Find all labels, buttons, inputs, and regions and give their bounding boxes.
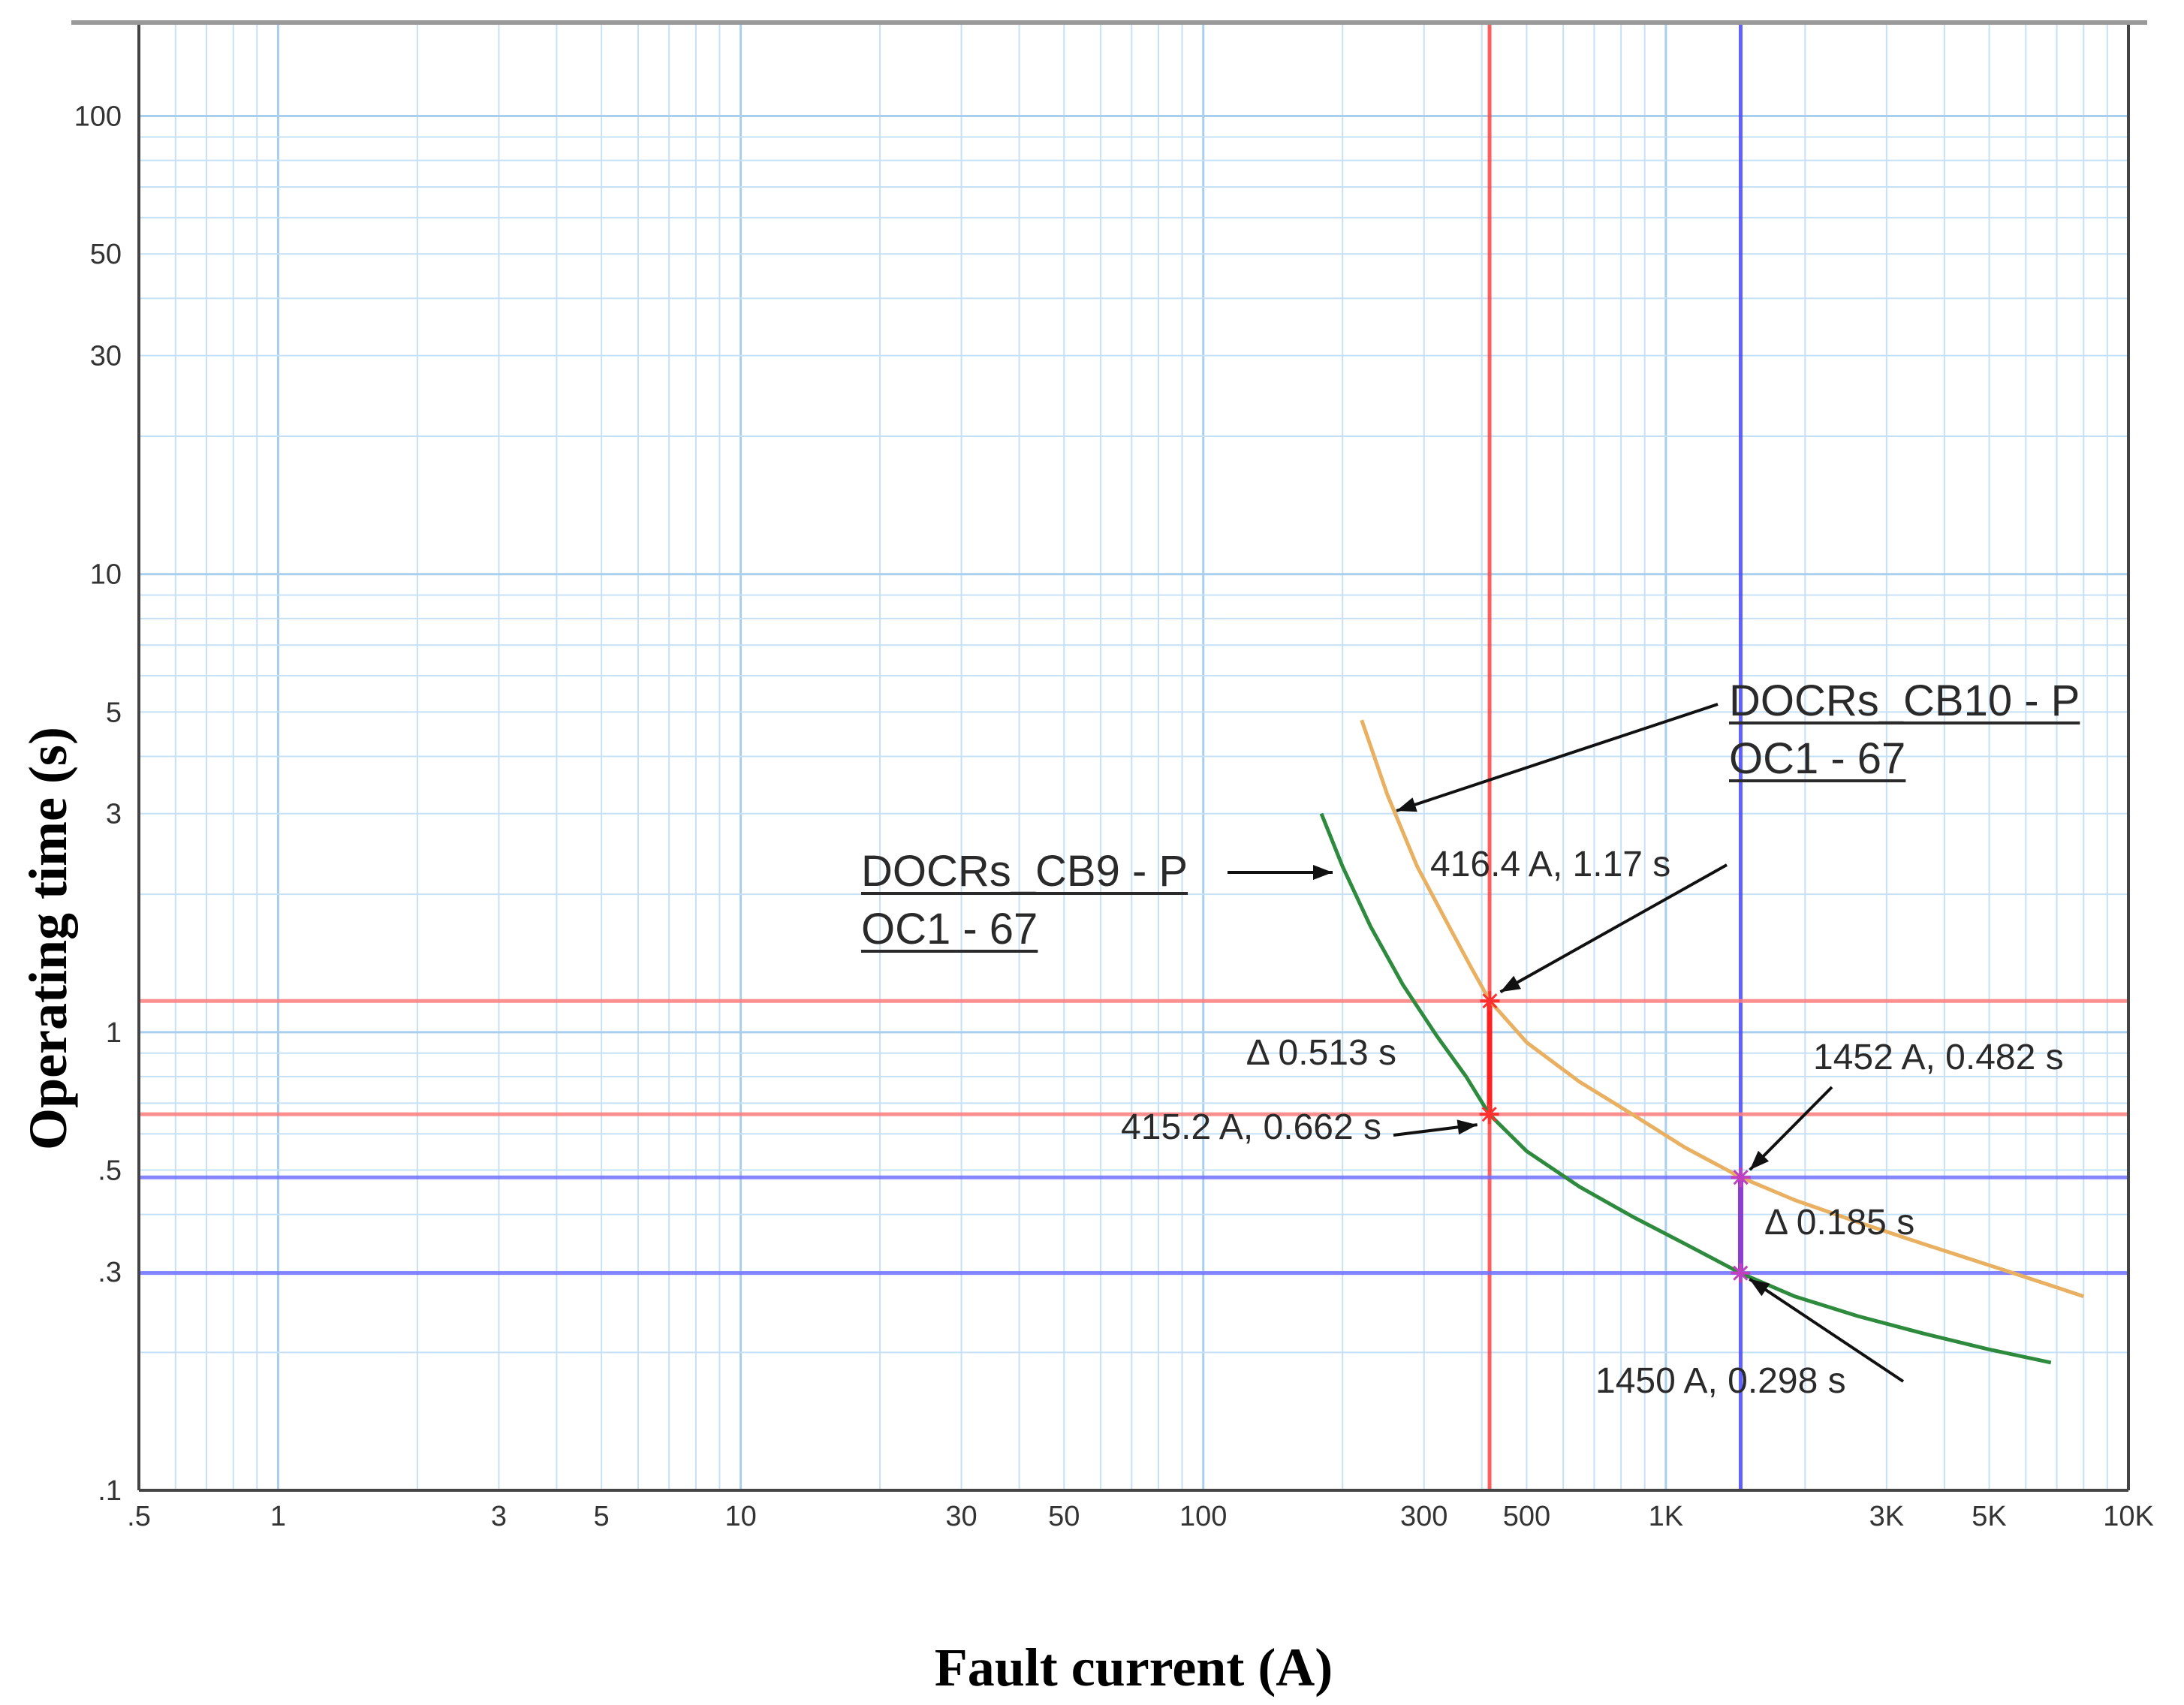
- series-annotation-cb10: DOCRs_CB10 - P: [1729, 676, 2080, 725]
- annotations: 416.4 A, 1.17 s 415.2 A, 0.662 s 1452 A, 0…: [861, 676, 2080, 1401]
- y-tick-label: 1: [106, 1017, 122, 1049]
- marker-arrow-head: [1457, 1119, 1478, 1135]
- x-tick-label: 300: [1400, 1501, 1447, 1532]
- x-tick-label: 30: [945, 1501, 977, 1532]
- x-tick-label: 1K: [1649, 1501, 1683, 1532]
- series-line-cb9: [1319, 812, 2052, 1365]
- series-annotation-cb9: DOCRs_CB9 - P: [861, 847, 1188, 896]
- series-annotation-cb10: OC1 - 67: [1729, 734, 1905, 783]
- annotation-arrow-cb10: [1396, 703, 1719, 812]
- y-tick-label: 30: [90, 341, 122, 372]
- x-tick-label: 3K: [1869, 1501, 1904, 1532]
- y-axis-title: Operating time (s): [18, 727, 78, 1150]
- plot-frame: [71, 20, 2147, 1492]
- marker-label: 415.2 A, 0.662 s: [1121, 1107, 1381, 1147]
- series-annotation-cb9: OC1 - 67: [861, 905, 1038, 953]
- delta-label: Δ 0.513 s: [1246, 1033, 1396, 1073]
- marker-label: 1452 A, 0.482 s: [1813, 1038, 2064, 1077]
- marker-cross: [1481, 1107, 1497, 1122]
- marker-cross: [1733, 1265, 1749, 1281]
- x-tick-label: 50: [1048, 1501, 1080, 1532]
- marker-arrow: [1499, 863, 1728, 993]
- annotation-arrow-cb9-head: [1313, 865, 1333, 880]
- marker-points: [1479, 991, 1751, 1283]
- marker-arrow-head: [1500, 975, 1521, 993]
- x-tick-label: 5K: [1972, 1501, 2006, 1532]
- y-tick-label: 10: [90, 559, 122, 591]
- x-tick-label: 5: [594, 1501, 610, 1532]
- x-tick-label: 10: [724, 1501, 756, 1532]
- marker-arrow-head: [1749, 1279, 1770, 1297]
- gridlines: [138, 23, 2130, 1492]
- y-tick-label: 3: [106, 799, 122, 830]
- y-tick-label: 100: [74, 101, 122, 133]
- x-tick-label: 1: [270, 1501, 286, 1532]
- series-line-cb10: [1360, 719, 2085, 1299]
- y-tick-label: .1: [98, 1475, 122, 1507]
- delta-label: Δ 0.185 s: [1764, 1203, 1914, 1243]
- y-tick-label: .3: [98, 1257, 122, 1288]
- x-tick-label: .5: [127, 1501, 151, 1532]
- x-tick-label: 3: [491, 1501, 507, 1532]
- series-curves: [1319, 719, 2085, 1365]
- marker-arrow-head: [1749, 1150, 1770, 1170]
- x-axis-title: Fault current (A): [935, 1637, 1333, 1697]
- x-tick-label: 500: [1503, 1501, 1550, 1532]
- x-tick-label: 10K: [2103, 1501, 2154, 1532]
- reference-lines: [139, 23, 2128, 1490]
- tick-labels: .5 1 3 5 10 30 50 100 300 500 1K 3K 5K 10K .1 .3 .5 1 3 5 10…: [74, 101, 2154, 1532]
- marker-label: 416.4 A, 1.17 s: [1430, 845, 1670, 884]
- y-tick-label: 50: [90, 239, 122, 270]
- marker-arrow: [1749, 1277, 1905, 1383]
- marker-label: 1450 A, 0.298 s: [1595, 1361, 1846, 1401]
- marker-cross: [1733, 1170, 1749, 1185]
- x-tick-label: 100: [1179, 1501, 1227, 1532]
- y-tick-label: 5: [106, 697, 122, 728]
- marker-cross: [1482, 993, 1498, 1009]
- annotation-arrow-cb10-head: [1396, 797, 1417, 812]
- y-tick-label: .5: [98, 1155, 122, 1187]
